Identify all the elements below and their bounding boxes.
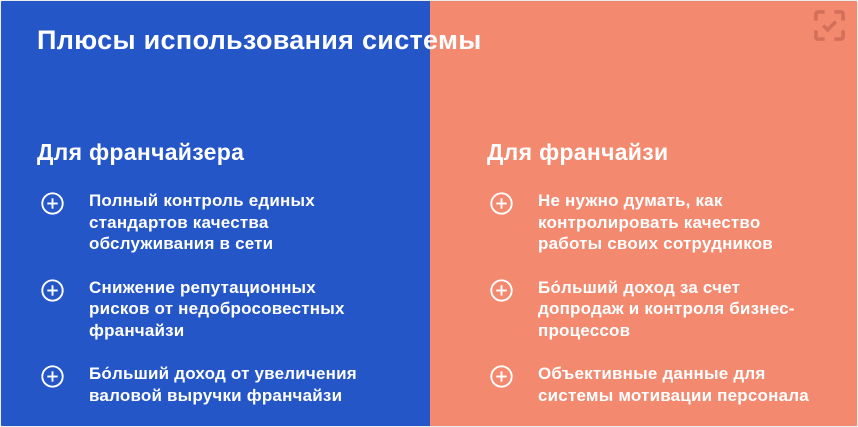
franchisor-panel: Для франчайзера Полный контроль единых с… bbox=[1, 1, 430, 426]
slide-title: Плюсы использования системы bbox=[37, 25, 482, 55]
benefit-text: Снижение репутационных рисков от недобро… bbox=[89, 277, 345, 340]
benefit-item: Объективные данные для системы мотивации… bbox=[490, 363, 809, 406]
benefit-text: Объективные данные для системы мотивации… bbox=[538, 364, 809, 405]
benefit-text: Полный контроль единых стандартов качест… bbox=[89, 191, 315, 253]
plus-circle-icon bbox=[490, 192, 513, 215]
checkmark-brackets-logo-icon bbox=[814, 10, 845, 41]
benefit-text: Бо́льший доход от увеличения валовой выр… bbox=[89, 364, 357, 405]
franchisee-benefit-list: Не нужно думать, как контролировать каче… bbox=[490, 190, 809, 406]
benefit-item: Не нужно думать, как контролировать каче… bbox=[490, 190, 809, 255]
benefit-item: Бо́льший доход за счет допродаж и контро… bbox=[490, 277, 809, 342]
franchisee-panel: Для франчайзи Не нужно думать, как контр… bbox=[430, 1, 857, 426]
plus-circle-icon bbox=[41, 278, 64, 302]
benefit-item: Снижение репутационных рисков от недобро… bbox=[41, 277, 357, 342]
franchisor-heading: Для франчайзера bbox=[37, 139, 245, 165]
franchisee-heading: Для франчайзи bbox=[487, 139, 669, 165]
franchisor-benefit-list: Полный контроль единых стандартов качест… bbox=[41, 190, 357, 406]
plus-circle-icon bbox=[490, 278, 513, 302]
plus-circle-icon bbox=[41, 192, 64, 215]
plus-circle-icon bbox=[41, 365, 64, 388]
benefit-item: Полный контроль единых стандартов качест… bbox=[41, 190, 357, 255]
benefit-item: Бо́льший доход от увеличения валовой выр… bbox=[41, 363, 357, 406]
benefit-text: Бо́льший доход за счет допродаж и контро… bbox=[538, 277, 795, 340]
plus-circle-icon bbox=[490, 365, 513, 388]
benefit-text: Не нужно думать, как контролировать каче… bbox=[538, 191, 773, 253]
